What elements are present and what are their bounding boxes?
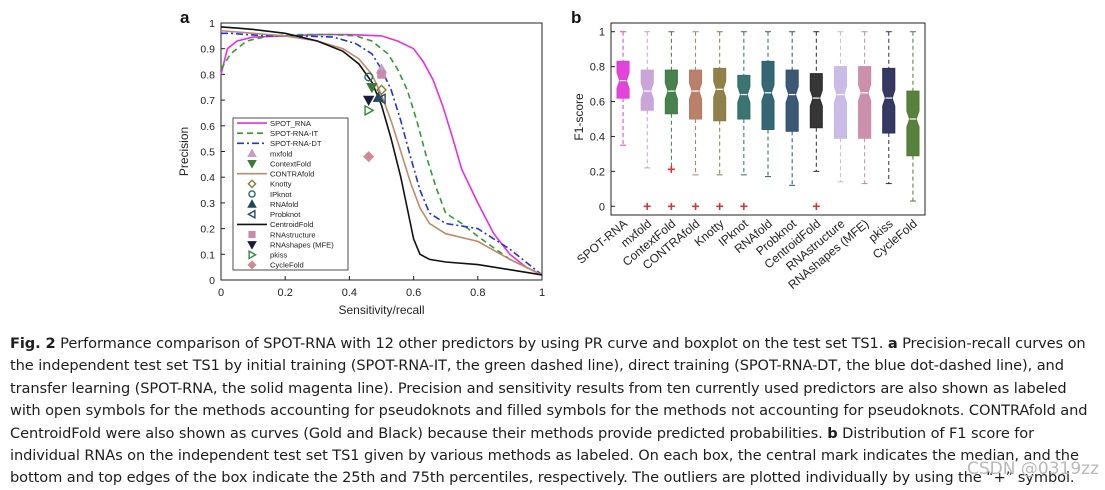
point-marker-probknot [375, 93, 386, 105]
box-cyclefold [906, 90, 920, 157]
y-tick-label: 0.8 [590, 62, 605, 74]
y-axis-title: F1-score [572, 93, 586, 141]
figure-caption: Fig. 2 Performance comparison of SPOT-RN… [10, 333, 1098, 490]
plot-frame [610, 22, 926, 216]
legend-label-spot-rna-dt: SPOT-RNA-DT [270, 139, 322, 148]
legend-label-contextfold: ContextFold [270, 159, 311, 168]
legend-label-probknot: Probknot [270, 210, 301, 219]
box-knotty [713, 67, 727, 122]
x-axis-title: Sensitivity/recall [338, 303, 424, 317]
panel-b-label: b [571, 8, 581, 27]
point-marker-ipknot [364, 72, 374, 82]
legend-swatch-pkiss [248, 250, 258, 260]
outlier-marker: + [667, 161, 675, 177]
outlier-marker: + [667, 198, 675, 214]
y-tick-label: 0 [209, 275, 215, 287]
legend-swatch-mxfold [247, 148, 257, 158]
caption-part2: Precision-recall curves on the independe… [10, 335, 1088, 442]
y-tick-label: 0.3 [200, 198, 215, 210]
panel-a-label: a [180, 8, 190, 27]
box-rnashapes-mfe [858, 66, 872, 139]
point-marker-cyclefold [363, 151, 375, 163]
series-line-spot-rna [220, 33, 543, 276]
y-tick-label: 0.2 [200, 224, 215, 236]
box-contextfold [664, 69, 678, 115]
legend-label-cyclefold: CycleFold [270, 261, 304, 270]
caption-part1: Performance comparison of SPOT-RNA with … [55, 335, 888, 352]
x-tick-label: 0.4 [342, 287, 357, 299]
x-tick-label: 0.2 [278, 287, 293, 299]
outlier-marker: + [643, 198, 651, 214]
point-marker-rnashapes-mfe [362, 95, 375, 107]
y-tick-label: 0.1 [200, 249, 215, 261]
y-tick-label: 0.4 [590, 131, 605, 143]
legend-label-knotty: Knotty [270, 180, 292, 189]
y-tick-label: 0.6 [590, 97, 605, 109]
box-ipknot [737, 74, 751, 120]
series-line-centroidfold [220, 26, 543, 276]
panel-b-f1-boxplot: 00.20.40.60.81F1-scoreSPOT-RNA+mxfold++C… [572, 22, 926, 292]
box-pkiss [882, 67, 896, 134]
legend-label-mxfold: mxfold [270, 149, 292, 158]
legend-swatch-ipknot [248, 190, 256, 198]
y-tick-label: 0 [599, 201, 605, 213]
outlier-marker: + [740, 198, 748, 214]
legend-swatch-cyclefold [247, 260, 257, 270]
caption-part3: Distribution of F1 score for individual … [10, 424, 1079, 487]
outlier-marker: + [691, 198, 699, 214]
caption-b-label: b [827, 424, 838, 442]
y-tick-label: 0.4 [200, 172, 215, 184]
y-axis-title: Precision [177, 127, 191, 176]
y-tick-label: 0.6 [200, 121, 215, 133]
box-probknot [785, 69, 799, 132]
caption-fig-label: Fig. 2 [10, 335, 56, 352]
box-mxfold [640, 69, 654, 111]
y-tick-label: 0.7 [200, 95, 215, 107]
caption-a-label: a [887, 335, 898, 352]
box-contrafold [689, 69, 703, 120]
series-line-contrafold [220, 29, 543, 276]
x-tick-label: 0 [218, 287, 224, 299]
box-rnafold [761, 60, 775, 130]
panel-a-precision-recall-plot: 0 0.1 0.2 0.3 0.4 0.5 0.6 0.7 0.8 0.9 1 0 0.2 0.4 0.6 0… [177, 18, 545, 317]
outlier-marker: + [716, 198, 724, 214]
box-rnastructure [833, 66, 847, 139]
x-tick-label: 0.8 [470, 287, 485, 299]
legend-label-spot-rna: SPOT_RNA [270, 119, 312, 128]
legend-swatch-contextfold [247, 160, 257, 169]
y-tick-label: 0.5 [200, 147, 215, 159]
point-marker-knotty [376, 84, 387, 96]
x-tick-label: 1 [539, 287, 545, 299]
legend-label-centroidfold: CentroidFold [270, 220, 313, 229]
legend-swatch-rnashapes-mfe [247, 241, 257, 250]
legend-swatch-knotty [247, 179, 257, 189]
legend-swatch-rnafold [247, 199, 257, 208]
legend-label-rnastructure: RNAstructure [270, 230, 316, 239]
point-marker-pkiss [364, 104, 375, 117]
y-tick-label: 0.9 [200, 44, 215, 56]
point-marker-contextfold [366, 82, 378, 94]
box-centroidfold [809, 73, 823, 129]
y-tick-label: 0.8 [200, 69, 215, 81]
legend-label-contrafold: CONTRAfold [270, 170, 314, 179]
legend-swatch-probknot [246, 209, 256, 220]
legend-label-ipknot: IPknot [270, 190, 292, 199]
watermark: CSDN @0319zz [967, 459, 1099, 479]
legend-label-rnafold: RNAfold [270, 200, 298, 209]
legend-label-spot-rna-it: SPOT-RNA-IT [270, 129, 318, 138]
point-marker-rnastructure [377, 70, 386, 79]
outlier-marker: + [812, 198, 820, 214]
box-spot-rna [616, 60, 630, 99]
figure-2: a b 0 0.1 0.2 0.3 0.4 0.5 0.6 0.7 0.8 0.9 1 0 0.2 0.4… [177, 8, 926, 317]
y-tick-label: 0.2 [590, 166, 605, 178]
x-tick-label: 0.6 [406, 287, 421, 299]
y-tick-label: 1 [209, 18, 215, 30]
legend-swatch-rnastructure [248, 230, 256, 239]
legend-label-pkiss: pkiss [270, 251, 288, 260]
y-tick-label: 1 [599, 27, 605, 39]
series-line-spot-rna-dt [221, 32, 543, 276]
legend-label-rnashapes-mfe: RNAshapes (MFE) [270, 240, 334, 249]
